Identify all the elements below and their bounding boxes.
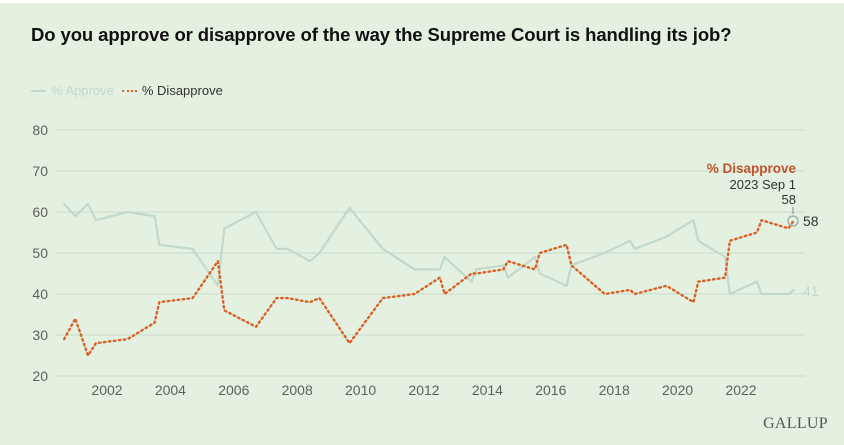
approve-line[interactable] [63, 202, 796, 296]
annotations: % Disapprove 2023 Sep 1 58 58 41 [707, 161, 819, 299]
disapprove-line-swatch-icon [121, 89, 137, 92]
legend-item-disapprove[interactable]: % Disapprove [121, 83, 223, 98]
legend-item-approve[interactable]: % Approve [31, 83, 114, 98]
y-tick-label: 80 [32, 122, 48, 138]
hover-marker[interactable] [787, 215, 799, 227]
y-tick-label: 60 [32, 204, 48, 220]
gallup-logo: GALLUP [763, 415, 828, 432]
top-strip [0, 0, 844, 3]
x-tick-label: 2012 [408, 382, 439, 398]
x-tick-label: 2010 [345, 382, 376, 398]
end-label-disapprove: 58 [803, 213, 819, 229]
x-tick-label: 2008 [282, 382, 313, 398]
legend-label-approve: % Approve [51, 83, 114, 98]
x-tick-label: 2004 [155, 382, 186, 398]
y-axis-ticks: 20 30 40 50 60 70 80 [32, 122, 48, 384]
tooltip-date: 2023 Sep 1 [729, 177, 796, 192]
y-tick-label: 50 [32, 245, 48, 261]
x-axis-ticks: 2002 2004 2006 2008 2010 2012 2014 2016 2018 2020… [91, 382, 756, 398]
approve-line-swatch-icon [31, 89, 46, 92]
x-tick-label: 2016 [535, 382, 566, 398]
y-tick-label: 30 [32, 327, 48, 343]
y-tick-label: 70 [32, 163, 48, 179]
gridlines [55, 129, 805, 377]
x-tick-label: 2006 [218, 382, 249, 398]
tooltip-value: 58 [782, 192, 796, 207]
chart-title: Do you approve or disapprove of the way … [31, 24, 732, 45]
disapprove-line[interactable] [62, 218, 796, 357]
series-lines [62, 202, 796, 357]
y-tick-label: 20 [32, 368, 48, 384]
y-tick-label: 40 [32, 286, 48, 302]
x-tick-label: 2020 [662, 382, 693, 398]
end-label-approve: 41 [803, 283, 819, 299]
legend-label-disapprove: % Disapprove [141, 83, 223, 98]
x-tick-label: 2022 [725, 382, 756, 398]
x-tick-label: 2014 [472, 382, 503, 398]
x-tick-label: 2018 [599, 382, 630, 398]
tooltip-series-name: % Disapprove [707, 161, 797, 176]
legend: % Approve % Disapprove [31, 83, 231, 98]
x-tick-label: 2002 [91, 382, 122, 398]
